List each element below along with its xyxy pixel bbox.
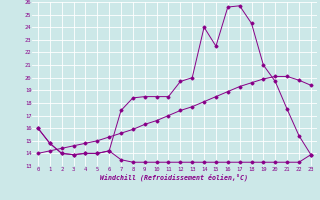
X-axis label: Windchill (Refroidissement éolien,°C): Windchill (Refroidissement éolien,°C) bbox=[100, 174, 248, 181]
